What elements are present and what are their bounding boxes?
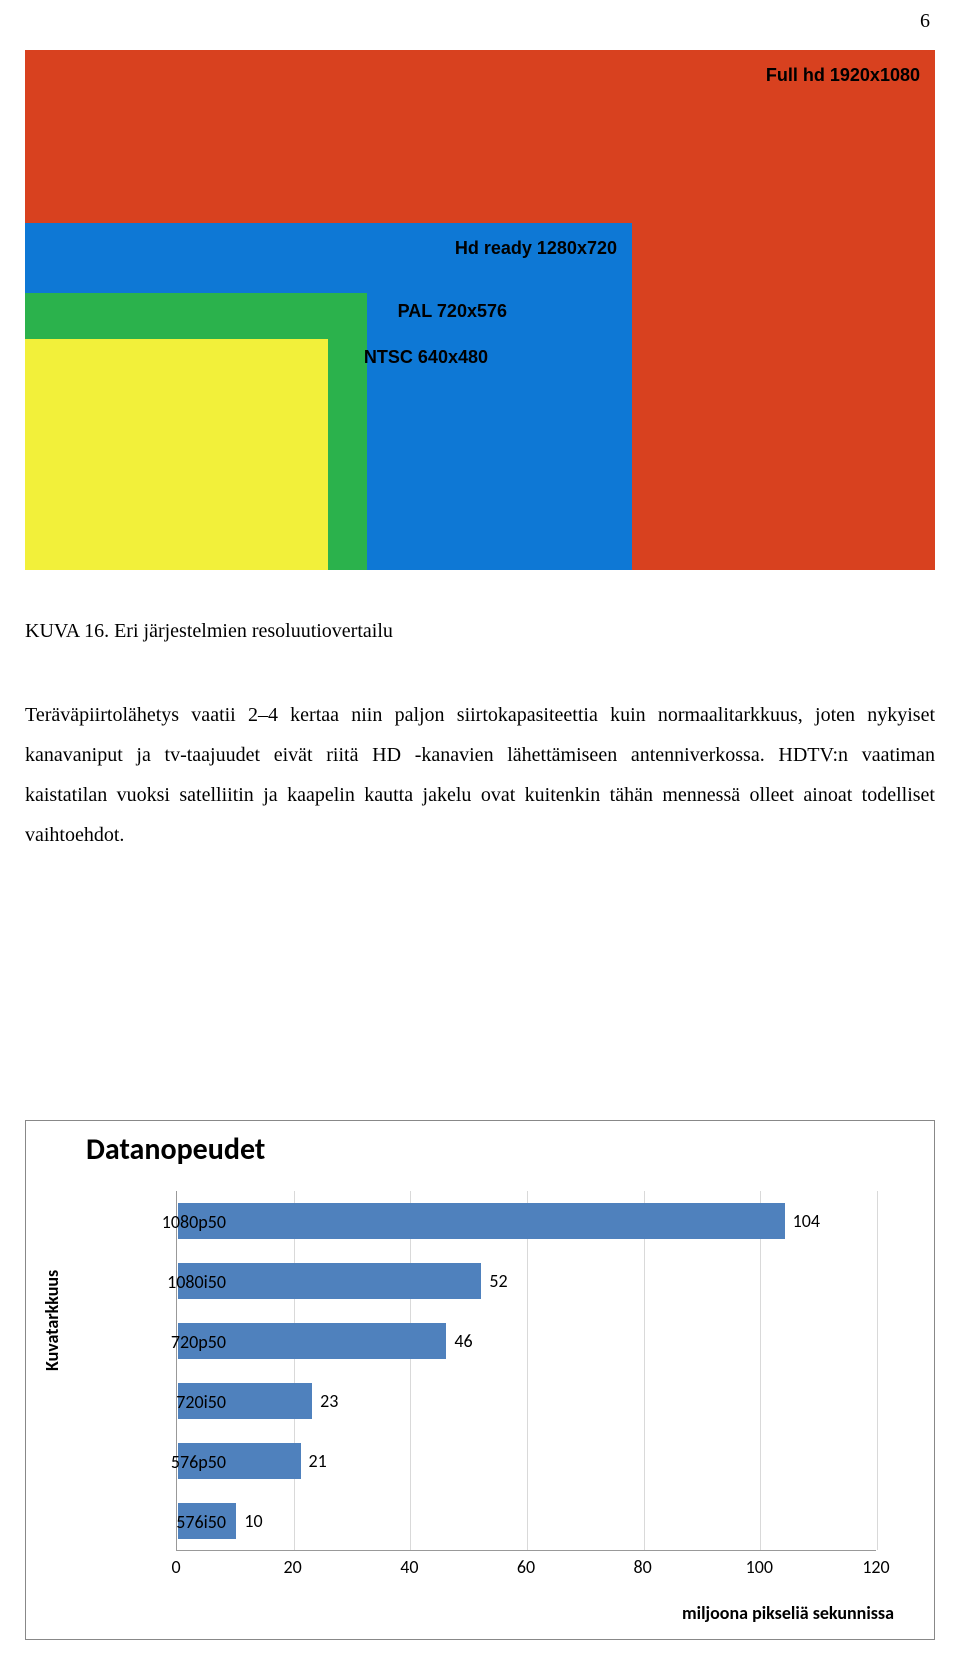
x-tick-label: 80 <box>634 1556 652 1578</box>
datarate-chart: Datanopeudet Kuvatarkkuus 1045246232110 … <box>25 1120 935 1640</box>
bar-value-label: 52 <box>489 1270 507 1292</box>
bar-row: 46 <box>177 1311 876 1371</box>
x-tick-label: 60 <box>517 1556 535 1578</box>
x-tick-label: 120 <box>862 1556 889 1578</box>
bar-row: 52 <box>177 1251 876 1311</box>
bar-value-label: 10 <box>244 1510 262 1532</box>
y-axis-title: Kuvatarkkuus <box>41 1270 63 1371</box>
resolution-diagram: Full hd 1920x1080 Hd ready 1280x720 PAL 72… <box>25 50 935 570</box>
x-tick-label: 100 <box>746 1556 773 1578</box>
page-number: 6 <box>920 10 930 33</box>
bar-row: 21 <box>177 1431 876 1491</box>
bar-value-label: 104 <box>793 1210 820 1232</box>
y-category-label: 720p50 <box>126 1331 226 1353</box>
gridline <box>877 1191 878 1550</box>
x-tick-label: 0 <box>171 1556 180 1578</box>
resolution-box: NTSC 640x480 <box>25 339 328 570</box>
x-axis-title: miljoona pikseliä sekunnissa <box>682 1602 894 1624</box>
bar-row: 10 <box>177 1491 876 1551</box>
resolution-label: NTSC 640x480 <box>364 347 488 368</box>
y-category-label: 576p50 <box>126 1451 226 1473</box>
x-tick-label: 20 <box>284 1556 302 1578</box>
y-category-label: 576i50 <box>126 1511 226 1533</box>
figure-caption: KUVA 16. Eri järjestelmien resoluutiover… <box>25 620 393 643</box>
x-tick-label: 40 <box>400 1556 418 1578</box>
y-category-label: 720i50 <box>126 1391 226 1413</box>
bar-row: 104 <box>177 1191 876 1251</box>
bar-row: 23 <box>177 1371 876 1431</box>
bar-value-label: 21 <box>309 1450 327 1472</box>
bar <box>178 1203 785 1239</box>
y-category-label: 1080p50 <box>126 1211 226 1233</box>
y-category-label: 1080i50 <box>126 1271 226 1293</box>
body-paragraph: Teräväpiirtolähetys vaatii 2–4 kertaa ni… <box>25 695 935 855</box>
bar-value-label: 46 <box>454 1330 472 1352</box>
resolution-label: Full hd 1920x1080 <box>766 65 920 86</box>
resolution-label: PAL 720x576 <box>398 301 507 322</box>
chart-title: Datanopeudet <box>86 1131 265 1168</box>
resolution-label: Hd ready 1280x720 <box>455 238 617 259</box>
bar-value-label: 23 <box>320 1390 338 1412</box>
chart-plot-area: 104 52 46 23 21 10 <box>176 1191 876 1551</box>
